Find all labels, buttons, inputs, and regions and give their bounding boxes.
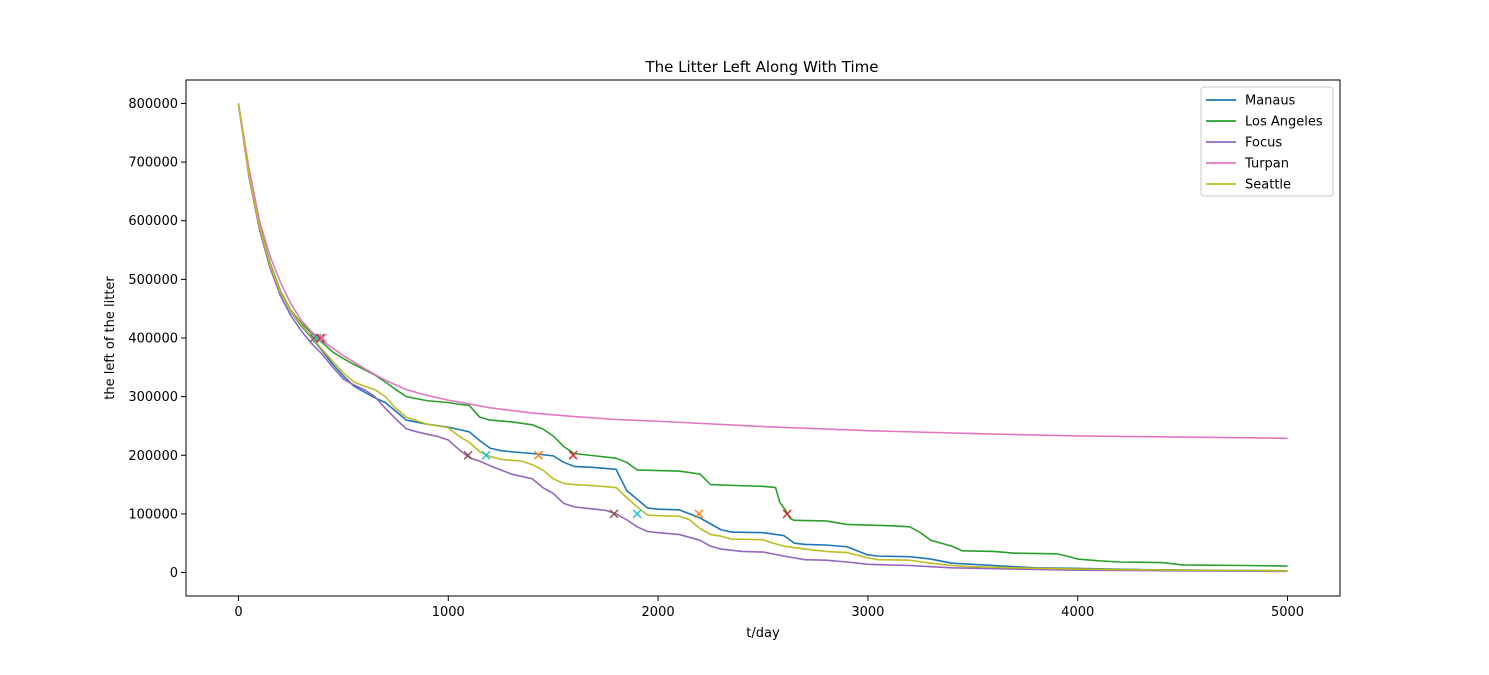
x-axis: 0 1000 2000 3000 4000 5000 — [234, 596, 1304, 620]
series-line-manaus — [237, 103, 1288, 572]
x-marker — [317, 333, 327, 343]
legend-label-manaus: Manaus — [1245, 94, 1296, 109]
series-line-focus — [237, 103, 1288, 573]
chart-title: The Litter Left Along With Time — [644, 58, 878, 76]
y-axis-label: the left of the litter — [103, 276, 118, 400]
legend-box — [1200, 86, 1334, 197]
series-line-turpan — [237, 103, 1288, 440]
series-line-los-angeles — [237, 103, 1288, 567]
y-tick-label: 200000 — [128, 449, 178, 464]
y-tick-label: 600000 — [128, 214, 178, 229]
x-marker — [609, 509, 619, 519]
y-tick-label: 400000 — [128, 332, 178, 347]
y-tick-label: 300000 — [128, 390, 178, 405]
x-tick-label: 0 — [234, 605, 242, 620]
y-tick-label: 700000 — [128, 156, 178, 171]
legend-label-seattle: Seattle — [1245, 178, 1291, 193]
x-marker — [463, 450, 473, 460]
y-tick-label: 100000 — [128, 507, 178, 522]
legend-label-focus: Focus — [1245, 136, 1282, 151]
x-tick-label: 1000 — [432, 605, 465, 620]
y-tick-label: 0 — [170, 566, 178, 581]
marker-layer — [309, 333, 792, 519]
legend-label-turpan: Turpan — [1244, 157, 1289, 172]
legend-label-los-angeles: Los Angeles — [1245, 115, 1323, 130]
x-marker — [533, 450, 543, 460]
series-line-seattle — [237, 103, 1288, 572]
x-tick-label: 2000 — [642, 605, 675, 620]
x-marker — [315, 333, 325, 343]
x-tick-label: 3000 — [851, 605, 884, 620]
y-axis: 0 100000 200000 300000 400000 500000 600000 700… — [128, 97, 186, 581]
x-marker — [632, 509, 642, 519]
x-axis-label: t/day — [746, 626, 780, 641]
x-tick-label: 4000 — [1061, 605, 1094, 620]
y-tick-label: 800000 — [128, 97, 178, 112]
x-marker — [568, 450, 578, 460]
x-tick-label: 5000 — [1271, 605, 1304, 620]
x-marker — [694, 509, 704, 519]
series-layer — [237, 103, 1288, 573]
x-marker — [481, 450, 491, 460]
x-marker — [782, 509, 792, 519]
legend: Manaus Los Angeles Focus Turpan Seattle — [1200, 86, 1334, 197]
y-tick-label: 500000 — [128, 273, 178, 288]
